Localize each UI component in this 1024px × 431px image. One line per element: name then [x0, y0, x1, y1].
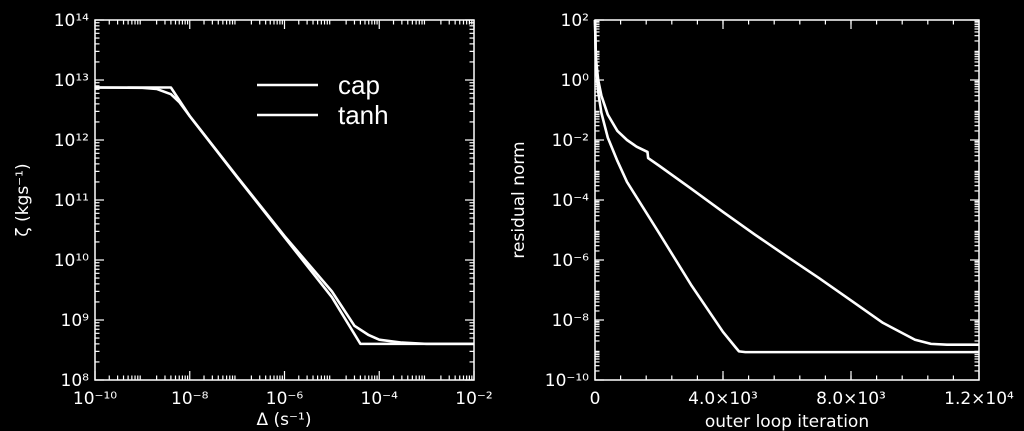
- right-x-tick-label: 1.2×10⁴: [944, 389, 1014, 409]
- right-x-tick-label: 0: [590, 389, 601, 409]
- right-y-tick-label: 10⁻⁴: [552, 191, 590, 211]
- left-x-tick-label: 10⁻⁶: [266, 389, 304, 409]
- right-x-tick-label: 8.0×10³: [816, 389, 886, 409]
- left-y-tick-label: 10¹¹: [54, 191, 89, 211]
- left-x-axis-label: Δ (s⁻¹): [257, 410, 312, 430]
- right-y-ticks: 10⁻¹⁰ 10⁻⁸ 10⁻⁶ 10⁻⁴ 10⁻² 10⁰ 10²: [545, 11, 979, 391]
- right-panel: 0 4.0×10³ 8.0×10³ 1.2×10⁴ 10⁻¹⁰ 10⁻⁸ 10⁻⁶ 10⁻⁴…: [509, 11, 1014, 431]
- legend: cap tanh: [257, 70, 389, 130]
- right-y-tick-label: 10²: [561, 11, 589, 31]
- left-y-ticks: 10⁸ 10⁹ 10¹⁰ 10¹¹ 10¹² 10¹³ 10¹⁴: [54, 11, 474, 391]
- right-series-series-1-line: [593, 19, 979, 347]
- right-plot-frame: [594, 19, 980, 381]
- left-series-group: [94, 86, 474, 346]
- left-y-axis-label: ζ (kgs⁻¹): [13, 163, 33, 236]
- right-series-series-2-line: [593, 19, 979, 354]
- left-panel: 10⁻¹⁰ 10⁻⁸ 10⁻⁶ 10⁻⁴ 10⁻² 10⁸ 10⁹ 10¹⁰ 10¹¹ 10¹²…: [13, 11, 493, 430]
- left-plot-frame: [94, 19, 475, 381]
- right-x-tick-label: 4.0×10³: [688, 389, 758, 409]
- left-x-tick-label: 10⁻⁸: [171, 389, 209, 409]
- left-y-tick-label: 10¹³: [54, 71, 89, 91]
- left-x-tick-label: 10⁻²: [455, 389, 492, 409]
- left-series-tanh-line: [94, 86, 474, 346]
- left-x-tick-label: 10⁻⁴: [361, 389, 399, 409]
- right-y-tick-label: 10⁻⁸: [552, 311, 590, 331]
- left-y-tick-label: 10⁸: [61, 371, 90, 391]
- right-y-tick-label: 10⁰: [561, 71, 590, 91]
- right-y-axis-label: residual norm: [509, 141, 529, 258]
- right-y-tick-label: 10⁻⁶: [552, 251, 590, 271]
- left-y-tick-label: 10⁹: [61, 311, 90, 331]
- left-y-tick-label: 10¹⁴: [54, 11, 89, 31]
- right-series-group: [593, 19, 979, 354]
- right-x-ticks: 0 4.0×10³ 8.0×10³ 1.2×10⁴: [590, 20, 1014, 409]
- left-y-tick-label: 10¹²: [54, 131, 89, 151]
- right-y-tick-label: 10⁻²: [552, 131, 589, 151]
- legend-label-cap: cap: [338, 70, 380, 100]
- left-y-tick-label: 10¹⁰: [54, 251, 89, 271]
- legend-label-tanh: tanh: [338, 100, 389, 130]
- left-series-cap-line: [95, 86, 474, 346]
- left-x-tick-label: 10⁻¹⁰: [73, 389, 117, 409]
- right-x-axis-label: outer loop iteration: [705, 412, 869, 431]
- left-x-ticks: 10⁻¹⁰ 10⁻⁸ 10⁻⁶ 10⁻⁴ 10⁻²: [73, 20, 493, 409]
- right-y-tick-label: 10⁻¹⁰: [545, 371, 589, 391]
